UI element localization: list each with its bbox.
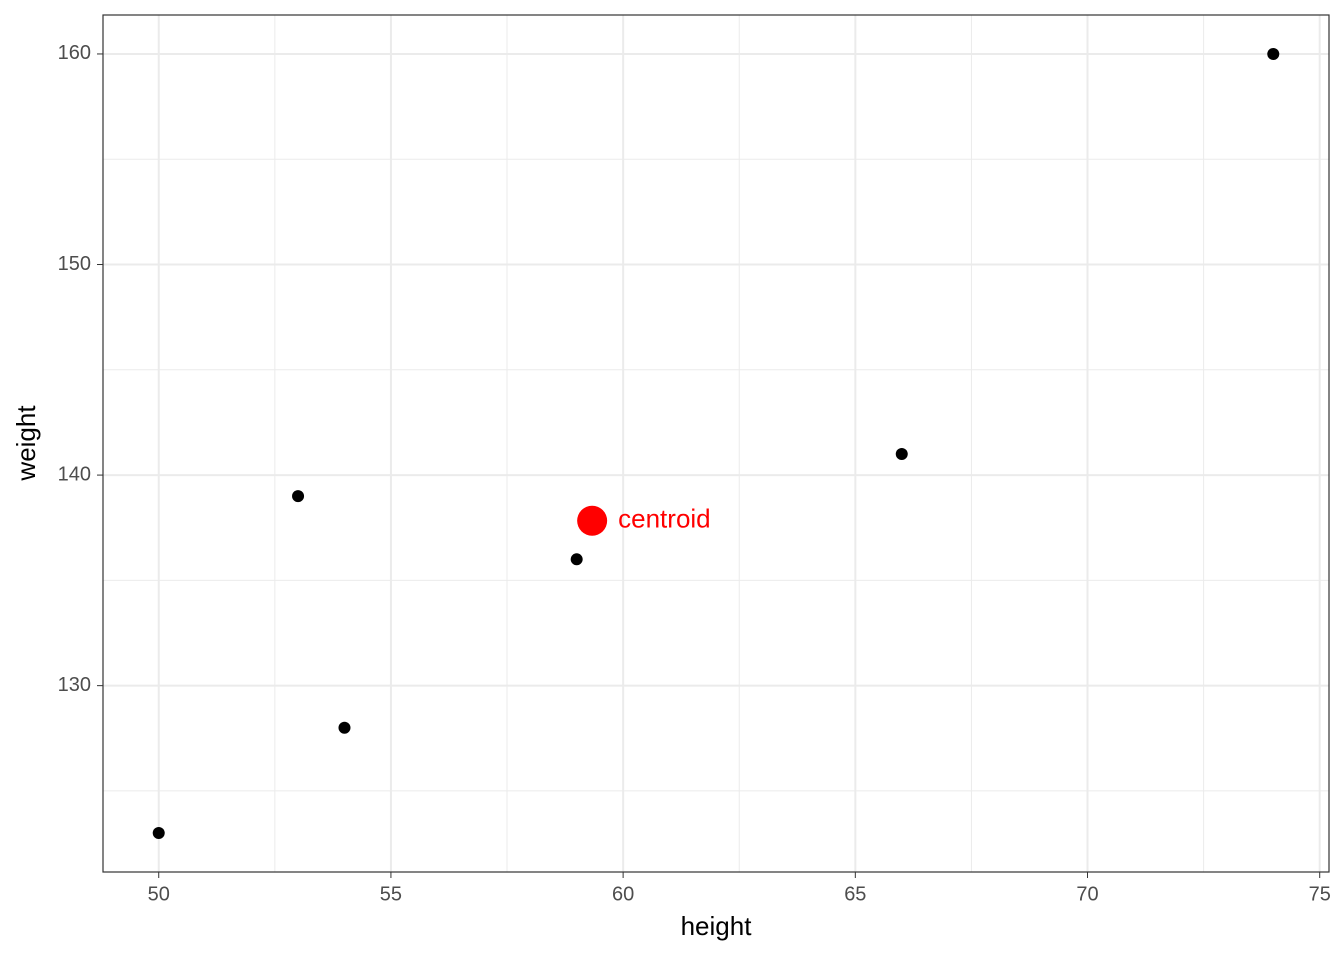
x-tick-label: 70 <box>1076 883 1098 905</box>
centroid-point <box>577 505 608 536</box>
y-tick-label: 160 <box>58 42 91 64</box>
x-tick-label: 75 <box>1309 883 1331 905</box>
point <box>1267 47 1280 60</box>
y-axis-title: weight <box>11 405 41 482</box>
x-tick-label: 50 <box>148 883 170 905</box>
x-axis-title: height <box>681 911 753 941</box>
point <box>570 553 583 566</box>
panel <box>103 15 1329 872</box>
y-tick-label: 150 <box>58 253 91 275</box>
point <box>292 490 305 503</box>
y-tick-label: 140 <box>58 463 91 485</box>
panel-border <box>102 14 1330 873</box>
point <box>895 448 908 461</box>
x-tick-label: 60 <box>612 883 634 905</box>
point-label: centroid <box>618 504 711 534</box>
point <box>338 721 351 734</box>
x-tick-label: 55 <box>380 883 402 905</box>
y-tick-label: 130 <box>58 674 91 696</box>
x-tick-label: 65 <box>844 883 866 905</box>
point <box>152 827 165 840</box>
